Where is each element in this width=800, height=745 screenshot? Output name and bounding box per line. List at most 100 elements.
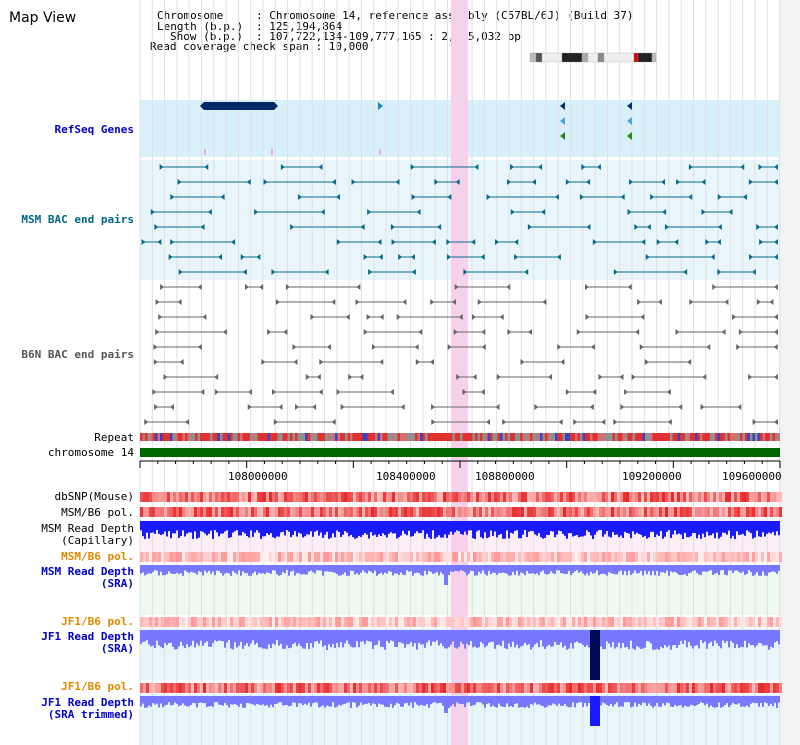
msm-bac-pair	[740, 164, 745, 170]
jf1-pol-cell	[371, 617, 374, 627]
b6n-bac-pair	[627, 284, 632, 290]
track-label-refseq[interactable]: RefSeq Genes	[54, 123, 134, 136]
jf1-sra-depth-bar	[474, 630, 476, 647]
repeat-segment	[372, 433, 375, 441]
jf1-sra-depth-bar	[432, 630, 434, 642]
msm-pol-cell	[293, 552, 296, 562]
msm-capillary-depth-bar	[194, 521, 196, 532]
track-label-jf1-read-depth-trimmed[interactable]: JF1 Read Depth (SRA trimmed)	[41, 696, 134, 721]
b6n-bac-pair	[481, 344, 486, 350]
jf1-pol-cell	[251, 683, 254, 693]
msm-pol-cell	[485, 507, 488, 517]
track-label-msm-b6-pol[interactable]: MSM/B6 pol.	[61, 506, 134, 519]
jf1-sra-depth-bar	[208, 630, 210, 647]
jf1-trim-depth-bar	[442, 696, 444, 706]
repeat-segment	[767, 433, 770, 441]
jf1-trim-depth-bar	[754, 696, 756, 704]
msm-capillary-depth-bar	[518, 521, 520, 539]
msm-pol-cell	[407, 552, 410, 562]
jf1-pol-cell	[674, 683, 677, 693]
jf1-pol-cell	[203, 683, 206, 693]
jf1-trim-depth-bar	[722, 696, 724, 707]
jf1-pol-cell	[557, 617, 560, 627]
msm-capillary-depth-bar	[588, 521, 590, 533]
msm-capillary-depth-bar	[178, 521, 180, 538]
msm-sra-depth-bar	[458, 565, 460, 572]
msm-pol-cell	[653, 552, 656, 562]
msm-pol-cell	[188, 552, 191, 562]
msm-sra-depth-bar	[572, 565, 574, 573]
repeat-segment	[720, 433, 723, 441]
jf1-pol-cell	[170, 683, 173, 693]
msm-sra-depth-bar	[504, 565, 506, 573]
jf1-trim-depth-bar	[142, 696, 144, 704]
track-label-chromosome[interactable]: chromosome 14	[47, 446, 134, 459]
msm-pol-cell	[248, 552, 251, 562]
msm-pol-cell	[227, 552, 230, 562]
track-label-msm-bac[interactable]: MSM BAC end pairs	[21, 213, 134, 226]
msm-sra-depth-bar	[484, 565, 486, 575]
repeat-segment	[285, 433, 288, 441]
jf1-trim-depth-bar	[412, 696, 414, 708]
msm-pol-cell	[689, 552, 692, 562]
msm-pol-cell	[317, 507, 320, 517]
msm-bac-pair	[705, 239, 710, 245]
jf1-sra-depth-bar	[266, 630, 268, 649]
track-label-b6n-bac[interactable]: B6N BAC end pairs	[21, 348, 134, 361]
msm-pol-cell	[602, 507, 605, 517]
msm-bac-pair	[629, 179, 634, 185]
msm-sra-depth-bar	[646, 565, 648, 575]
msm-capillary-depth-bar	[744, 521, 746, 536]
dbsnp-cell	[521, 492, 524, 502]
repeat-segment	[367, 433, 370, 441]
jf1-trim-depth-bar	[160, 696, 162, 704]
repeat-segment	[157, 433, 160, 441]
jf1-pol-cell	[350, 683, 353, 693]
msm-sra-depth-bar	[210, 565, 212, 574]
msm-bac-pair	[290, 224, 295, 230]
jf1-trim-depth-bar	[318, 696, 320, 708]
msm-pol-cell	[374, 507, 377, 517]
track-label-jf1-read-depth-sra[interactable]: JF1 Read Depth (SRA)	[41, 630, 134, 655]
track-label-msm-read-depth-sra[interactable]: MSM Read Depth (SRA)	[41, 565, 134, 590]
msm-sra-depth-bar	[666, 565, 668, 571]
jf1-pol-cell	[221, 617, 224, 627]
repeat-segment	[517, 433, 520, 441]
msm-capillary-depth-bar	[258, 521, 260, 533]
dbsnp-cell	[314, 492, 317, 502]
track-label-dbsnp[interactable]: dbSNP(Mouse)	[54, 490, 134, 503]
dbsnp-cell	[338, 492, 341, 502]
jf1-sra-depth-bar	[560, 630, 562, 643]
msm-capillary-depth-bar	[418, 521, 420, 534]
track-label-msm-b6-pol-2[interactable]: MSM/B6 pol.	[61, 550, 134, 563]
msm-sra-depth-bar	[550, 565, 552, 572]
jf1-pol-cell	[275, 617, 278, 627]
jf1-sra-depth-bar	[180, 630, 182, 642]
b6n-bac-pair	[700, 404, 705, 410]
repeat-segment	[470, 433, 473, 441]
jf1-trim-depth-bar	[346, 696, 348, 703]
jf1-sra-depth-bar	[536, 630, 538, 643]
msm-capillary-depth-bar	[328, 521, 330, 539]
jf1-pol-cell	[374, 617, 377, 627]
msm-bac-pair	[207, 209, 212, 215]
jf1-trim-depth-bar	[628, 696, 630, 703]
b6n-bac-pair	[153, 344, 158, 350]
repeat-segment	[405, 433, 408, 441]
jf1-sra-depth-bar	[722, 630, 724, 641]
msm-capillary-depth-bar	[676, 521, 678, 535]
track-label-msm-read-depth-capillary[interactable]: MSM Read Depth (Capillary)	[41, 522, 134, 547]
jf1-sra-depth-bar	[548, 630, 550, 645]
track-label-repeat[interactable]: Repeat	[94, 431, 134, 444]
msm-capillary-depth-bar	[456, 521, 458, 531]
jf1-sra-depth-bar	[394, 630, 396, 647]
jf1-sra-depth-bar	[626, 630, 628, 647]
msm-pol-cell	[422, 507, 425, 517]
dbsnp-cell	[317, 492, 320, 502]
jf1-pol-cell	[662, 617, 665, 627]
jf1-pol-cell	[581, 683, 584, 693]
track-label-jf1-b6-pol-2[interactable]: JF1/B6 pol.	[61, 680, 134, 693]
msm-pol-cell	[290, 507, 293, 517]
track-label-jf1-b6-pol[interactable]: JF1/B6 pol.	[61, 615, 134, 628]
